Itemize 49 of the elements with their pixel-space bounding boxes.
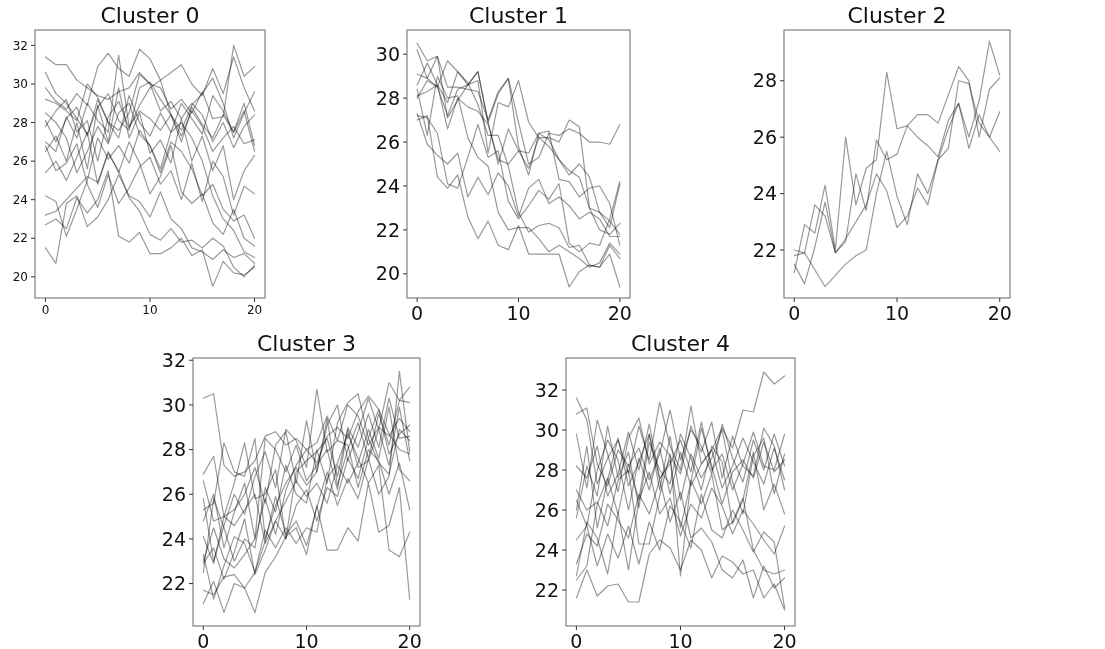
y-tick-label: 30 xyxy=(534,418,559,441)
x-tick-label: 0 xyxy=(570,630,583,649)
y-tick-label: 30 xyxy=(12,77,28,92)
x-tick-label: 10 xyxy=(142,303,158,318)
y-tick-label: 24 xyxy=(161,527,186,550)
y-tick-label: 22 xyxy=(375,218,400,241)
y-tick-label: 28 xyxy=(12,115,28,130)
y-tick-label: 22 xyxy=(534,578,559,601)
y-tick-label: 32 xyxy=(161,348,186,371)
y-tick-label: 30 xyxy=(161,393,186,416)
y-tick-label: 30 xyxy=(375,42,400,65)
y-tick-label: 22 xyxy=(12,231,28,246)
y-tick-label: 20 xyxy=(12,269,28,284)
y-tick-label: 28 xyxy=(534,458,559,481)
x-tick-label: 0 xyxy=(41,303,50,318)
x-tick-label: 20 xyxy=(607,302,632,325)
x-tick-label: 10 xyxy=(294,630,319,649)
chart-title: Cluster 4 xyxy=(630,331,731,356)
y-tick-label: 32 xyxy=(12,38,28,53)
y-tick-label: 24 xyxy=(375,174,400,197)
y-tick-label: 26 xyxy=(12,154,28,169)
x-tick-label: 20 xyxy=(772,630,797,649)
y-tick-label: 32 xyxy=(534,378,559,401)
y-tick-label: 24 xyxy=(12,192,28,207)
x-tick-label: 10 xyxy=(884,302,910,325)
y-tick-label: 28 xyxy=(375,86,400,109)
y-tick-label: 26 xyxy=(161,482,186,505)
y-tick-label: 26 xyxy=(375,130,400,153)
x-tick-label: 10 xyxy=(668,630,693,649)
y-tick-label: 20 xyxy=(375,262,400,285)
y-tick-label: 26 xyxy=(534,498,559,521)
y-tick-label: 22 xyxy=(161,572,186,595)
y-tick-label: 26 xyxy=(752,125,777,148)
chart-title: Cluster 1 xyxy=(468,3,569,28)
x-tick-label: 20 xyxy=(246,303,263,318)
x-tick-label: 20 xyxy=(397,630,422,649)
chart-title: Cluster 2 xyxy=(847,3,947,28)
chart-title: Cluster 3 xyxy=(256,331,357,356)
y-tick-label: 24 xyxy=(534,538,559,561)
x-tick-label: 0 xyxy=(197,630,210,649)
y-tick-label: 22 xyxy=(752,238,777,261)
x-tick-label: 10 xyxy=(506,302,531,325)
x-tick-label: 0 xyxy=(788,302,801,325)
x-tick-label: 20 xyxy=(987,302,1012,325)
x-tick-label: 0 xyxy=(411,302,424,325)
y-tick-label: 28 xyxy=(752,69,777,92)
chart-title: Cluster 0 xyxy=(100,3,200,28)
y-tick-label: 24 xyxy=(752,182,777,205)
y-tick-label: 28 xyxy=(161,438,186,461)
